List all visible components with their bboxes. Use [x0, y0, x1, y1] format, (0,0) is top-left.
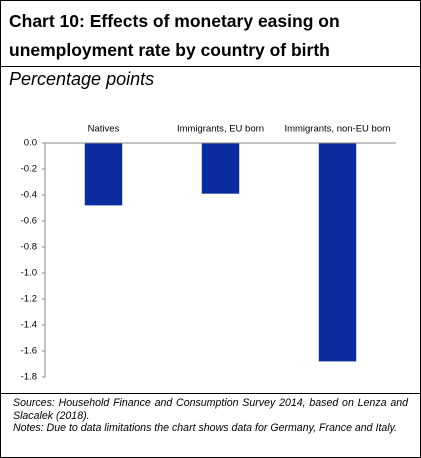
y-tick-label: -1.4	[21, 320, 37, 331]
y-tick-label: -1.8	[21, 372, 37, 383]
y-tick-label: -1.2	[21, 294, 37, 305]
bar	[318, 143, 357, 362]
bar	[201, 143, 240, 194]
x-tick-label: Immigrants, EU born	[177, 124, 264, 135]
chart-subtitle: Percentage points	[9, 69, 155, 89]
y-tick-label: -0.2	[21, 164, 37, 175]
title-line: Chart 10: Effects of monetary easing on	[9, 11, 340, 31]
y-tick-label: -1.0	[21, 268, 37, 279]
sources: Sources: Household Finance and Consumpti…	[13, 397, 408, 422]
x-tick-label: Natives	[88, 124, 120, 135]
y-tick-label: 0.0	[24, 138, 37, 149]
y-tick-label: -1.6	[21, 346, 37, 357]
y-tick-label: -0.4	[21, 190, 37, 201]
bar	[84, 143, 123, 206]
notes: Notes: Due to data limitations the chart…	[13, 422, 398, 434]
footnotes: Sources: Household Finance and Consumpti…	[1, 393, 420, 435]
chart: 0.0 -0.2 -0.4 -0.6 -0.8 -1.0 -1.2 -1.4 -1.6 -1.8 N…	[21, 124, 396, 383]
x-tick-label: Immigrants, non-EU born	[284, 124, 390, 135]
y-tick-label: -0.6	[21, 216, 37, 227]
chart-title: Chart 10: Effects of monetary easing on …	[1, 1, 420, 67]
title-line: unemployment rate by country of birth	[9, 40, 330, 60]
y-tick-label: -0.8	[21, 242, 37, 253]
